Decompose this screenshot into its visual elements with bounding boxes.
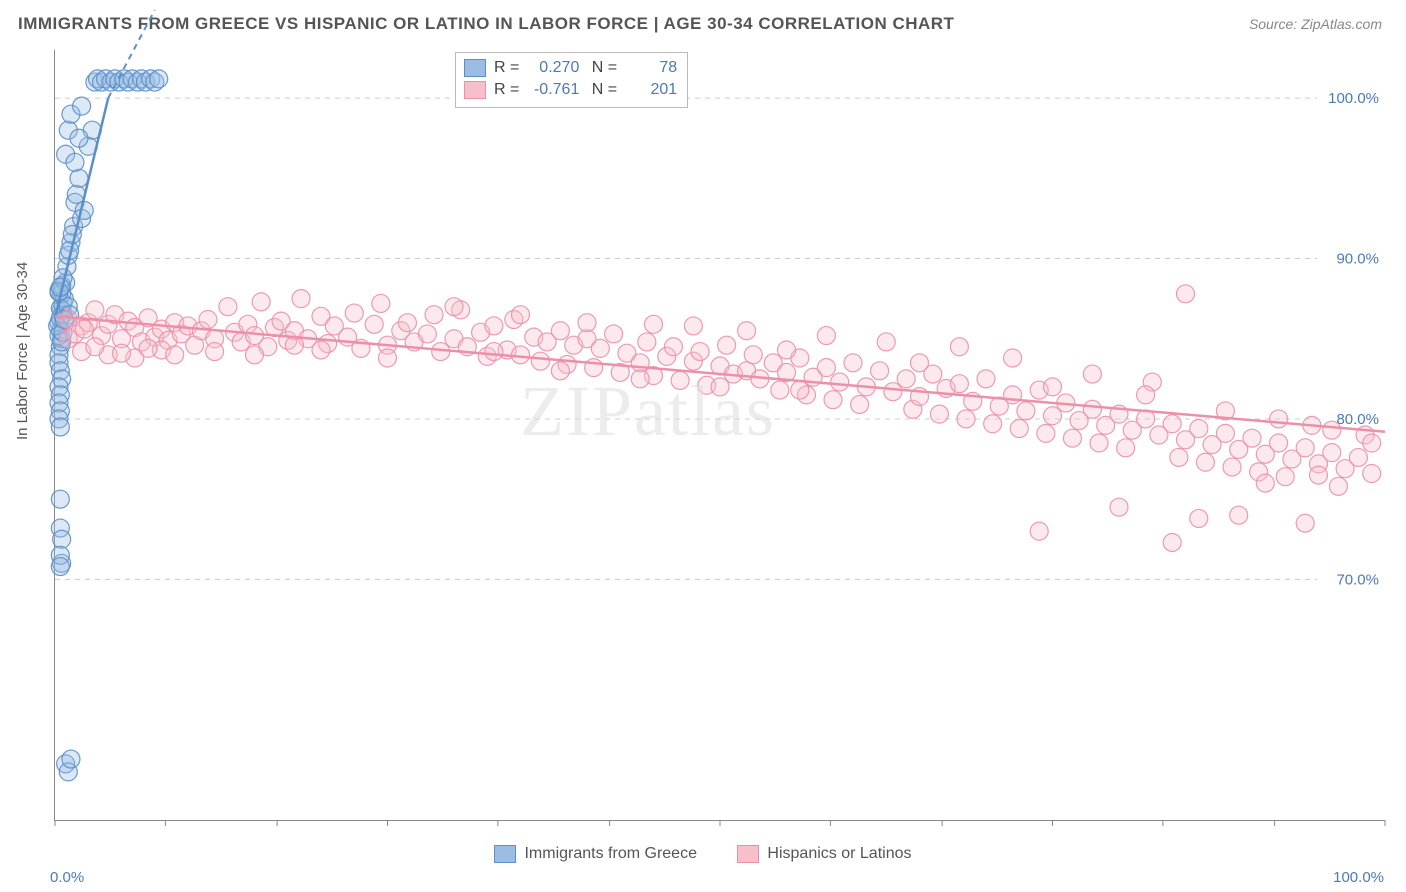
svg-text:90.0%: 90.0% bbox=[1336, 251, 1379, 268]
legend-label-greece: Immigrants from Greece bbox=[524, 845, 696, 863]
legend-swatch-greece bbox=[494, 845, 516, 863]
legend-label-hispanic: Hispanics or Latinos bbox=[767, 845, 911, 863]
scatter-chart: 70.0% 80.0% 90.0% 100.0% bbox=[55, 50, 1385, 820]
stats-row-greece: R = 0.270 N = 78 bbox=[464, 57, 677, 79]
svg-text:70.0%: 70.0% bbox=[1336, 571, 1379, 588]
r-value-greece: 0.270 bbox=[527, 57, 579, 79]
n-label: N = bbox=[587, 79, 617, 101]
legend-swatch-hispanic bbox=[737, 845, 759, 863]
swatch-greece bbox=[464, 59, 486, 77]
x-tick-label-min: 0.0% bbox=[50, 869, 84, 886]
stats-legend-box: R = 0.270 N = 78 R = -0.761 N = 201 bbox=[455, 52, 688, 108]
chart-title: IMMIGRANTS FROM GREECE VS HISPANIC OR LA… bbox=[18, 14, 954, 34]
y-axis-label: In Labor Force | Age 30-34 bbox=[14, 262, 31, 440]
n-value-greece: 78 bbox=[625, 57, 677, 79]
svg-text:100.0%: 100.0% bbox=[1328, 90, 1379, 107]
svg-text:80.0%: 80.0% bbox=[1336, 411, 1379, 428]
r-value-hispanic: -0.761 bbox=[527, 79, 579, 101]
bottom-legend: Immigrants from Greece Hispanics or Lati… bbox=[0, 845, 1406, 868]
n-value-hispanic: 201 bbox=[625, 79, 677, 101]
swatch-hispanic bbox=[464, 81, 486, 99]
legend-item-hispanic: Hispanics or Latinos bbox=[737, 845, 911, 863]
legend-item-greece: Immigrants from Greece bbox=[494, 845, 696, 863]
r-label: R = bbox=[494, 57, 519, 79]
n-label: N = bbox=[587, 57, 617, 79]
stats-row-hispanic: R = -0.761 N = 201 bbox=[464, 79, 677, 101]
x-tick-label-max: 100.0% bbox=[1333, 869, 1384, 886]
source-attribution: Source: ZipAtlas.com bbox=[1249, 16, 1382, 32]
plot-area: 70.0% 80.0% 90.0% 100.0% bbox=[54, 50, 1385, 821]
r-label: R = bbox=[494, 79, 519, 101]
